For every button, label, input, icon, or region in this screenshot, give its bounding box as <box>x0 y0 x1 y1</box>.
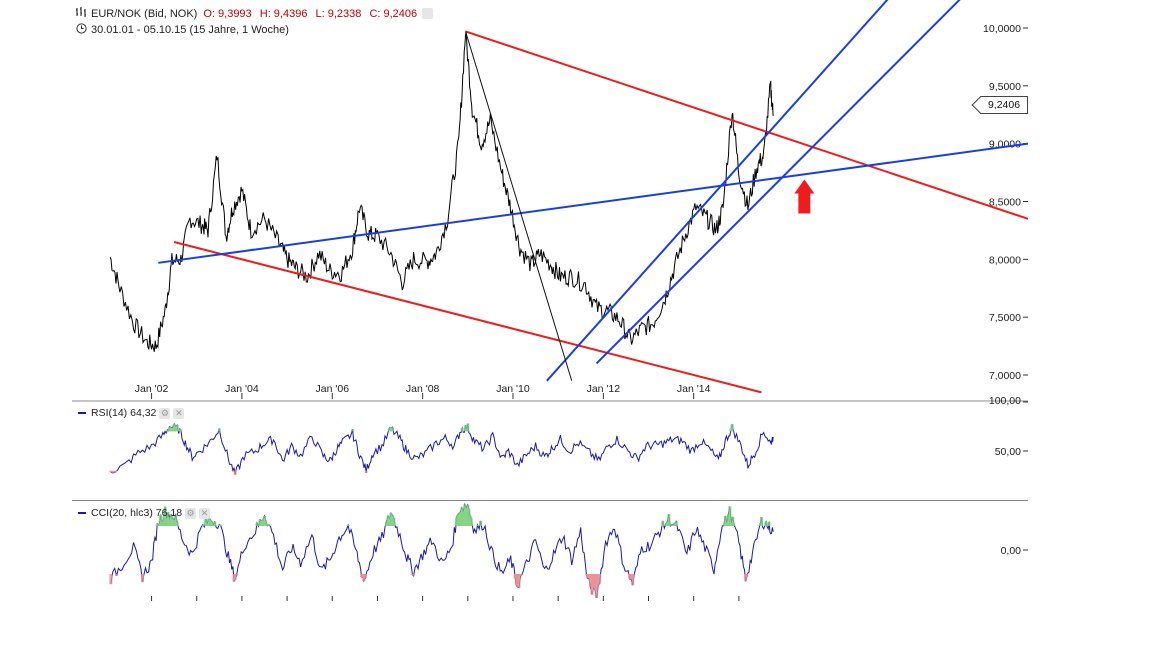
cci-label: CCI(20, hlc3) <box>91 507 153 519</box>
chart-bars-icon <box>76 7 87 20</box>
last-price-tag: 9,2406 <box>980 96 1028 114</box>
rsi-line <box>110 423 774 475</box>
price-line <box>109 30 774 352</box>
time-tick-label: Jan '02 <box>135 383 169 395</box>
ohlc-values: O: 9,3993 H: 9,4396 L: 9,2338 C: 9,2406 <box>203 8 422 20</box>
time-tick-label: Jan '14 <box>677 383 711 395</box>
instrument-name: EUR/NOK (Bid, NOK) <box>91 7 198 20</box>
time-tick-label: Jan '08 <box>406 383 440 395</box>
rsi-value: 64,32 <box>130 407 157 419</box>
blue-trendline <box>595 0 961 365</box>
price-axis: 10,00009,50009,00008,50008,00007,50007,0… <box>983 23 1028 382</box>
up-arrow-icon <box>794 179 815 214</box>
rsi-close-icon[interactable]: ✕ <box>173 407 185 419</box>
time-tick-label: Jan '12 <box>587 383 621 395</box>
time-tick-label: Jan '10 <box>496 383 530 395</box>
cci-close-icon[interactable]: ✕ <box>199 507 211 519</box>
cci-tick-label: 0,00 <box>1001 545 1022 557</box>
black-trendline <box>465 31 573 381</box>
time-axis: Jan '02 Jan '04 Jan '06 Jan '08 Jan '10 Jan '… <box>135 383 711 399</box>
cci-swatch <box>78 512 86 514</box>
rsi-panel <box>109 423 774 475</box>
rsi-tick-label: 50,00 <box>995 446 1021 458</box>
blue-trendline <box>546 0 889 382</box>
cci-axis: 0,00 <box>1001 545 1028 557</box>
red-trendline <box>173 241 762 394</box>
bottom-time-ticks <box>151 596 740 601</box>
clock-icon <box>76 23 87 37</box>
date-range-header: 30.01.01 - 05.10.15 (15 Jahre, 1 Woche) <box>76 23 289 37</box>
price-tick-label: 8,0000 <box>989 254 1021 266</box>
price-tick-label: 7,5000 <box>989 312 1021 324</box>
rsi-swatch <box>78 412 86 414</box>
blue-trendline <box>158 142 1028 264</box>
red-trendline <box>465 30 1028 220</box>
rsi-settings-icon[interactable]: ⚙ <box>159 407 171 419</box>
price-tick-label: 7,0000 <box>989 370 1021 382</box>
cci-value: 76,18 <box>155 507 183 519</box>
high-value: H: 9,4396 <box>259 7 308 20</box>
settings-icon[interactable] <box>422 8 434 19</box>
instrument-header: EUR/NOK (Bid, NOK) O: 9,3993 H: 9,4396 L… <box>76 7 437 20</box>
price-tick-label: 8,5000 <box>989 197 1021 209</box>
price-tick-label: 9,5000 <box>989 81 1021 93</box>
close-value: C: 9,2406 <box>369 7 418 20</box>
rsi-legend: RSI(14) 64,32 ⚙ ✕ <box>78 407 185 419</box>
open-value: O: 9,3993 <box>203 7 252 20</box>
main-panel: 10,00009,50009,00008,50008,00007,50007,0… <box>109 0 1028 399</box>
price-tick-label: 10,0000 <box>983 23 1021 35</box>
cci-settings-icon[interactable]: ⚙ <box>185 507 197 519</box>
cci-legend: CCI(20, hlc3) 76,18 ⚙ ✕ <box>78 507 211 519</box>
low-value: L: 9,2338 <box>315 7 362 20</box>
cci-panel <box>109 502 774 598</box>
rsi-label: RSI(14) <box>91 407 128 419</box>
time-tick-label: Jan '06 <box>316 383 350 395</box>
rsi-tick-label: 100,00 <box>989 395 1021 407</box>
rsi-axis: 100,00 50,00 <box>989 395 1028 458</box>
time-tick-label: Jan '04 <box>225 383 259 395</box>
date-range: 30.01.01 - 05.10.15 (15 Jahre, 1 Woche) <box>91 24 289 36</box>
